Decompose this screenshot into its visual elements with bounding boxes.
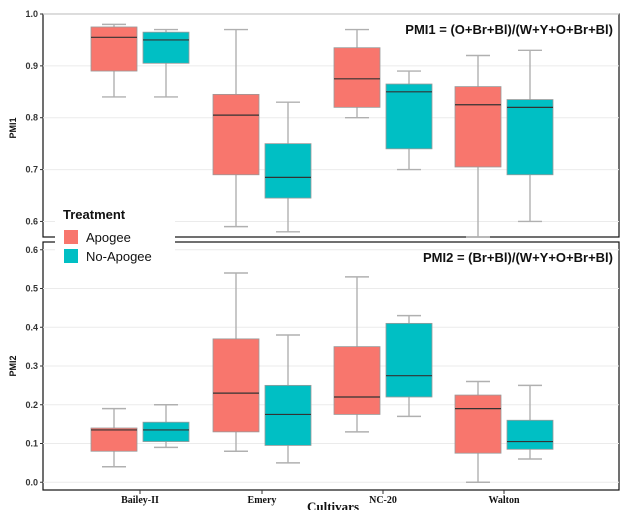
pmi1-ytick-label: 0.6 bbox=[25, 216, 38, 226]
pmi2-ytick-label: 0.6 bbox=[25, 245, 38, 255]
xtick-label-walton: Walton bbox=[488, 495, 520, 506]
box-iqr bbox=[90, 427, 138, 452]
pmi1-box-apogee-walton bbox=[454, 54, 502, 238]
box-iqr bbox=[264, 143, 312, 199]
legend-label-apogee: Apogee bbox=[86, 230, 131, 245]
box-iqr bbox=[212, 338, 260, 433]
pmi2-ytick-label: 0.0 bbox=[25, 477, 38, 487]
box-iqr bbox=[506, 99, 554, 176]
xtick-label-bailey-ii: Bailey-II bbox=[121, 495, 159, 506]
pmi1-ytick-label: 1.0 bbox=[25, 9, 38, 19]
pmi2-box-no-apogee-walton bbox=[506, 384, 554, 460]
panel-pmi1-title: PMI1 = (O+Br+Bl)/(W+Y+O+Br+Bl) bbox=[405, 22, 613, 37]
pmi1-box-apogee-emery bbox=[212, 28, 260, 228]
box-iqr bbox=[385, 83, 433, 150]
box-iqr bbox=[333, 47, 381, 108]
pmi2-box-no-apogee-nc-20 bbox=[385, 314, 433, 418]
pmi2-ytick-label: 0.5 bbox=[25, 284, 38, 294]
box-iqr bbox=[454, 394, 502, 454]
box-iqr bbox=[264, 384, 312, 446]
pmi2-box-apogee-bailey-ii bbox=[90, 407, 138, 468]
box-iqr bbox=[142, 31, 190, 64]
pmi1-ytick-label: 0.9 bbox=[25, 61, 38, 71]
panel-pmi1: 0.6 0.7 0.8 0.9 1.0 PMI1 = (O+Br+Bl)/(W+Y+O+… bbox=[8, 9, 620, 238]
legend-swatch-no-apogee bbox=[64, 249, 78, 263]
x-axis: Bailey-II Emery NC-20 Walton bbox=[121, 490, 520, 506]
legend: Treatment Apogee No-Apogee bbox=[55, 200, 175, 270]
pmi2-ytick-label: 0.4 bbox=[25, 322, 38, 332]
pmi2-box-apogee-nc-20 bbox=[333, 276, 381, 433]
box-iqr bbox=[212, 93, 260, 176]
box-iqr bbox=[454, 86, 502, 168]
xtick-label-nc-20: NC-20 bbox=[369, 495, 397, 506]
legend-title: Treatment bbox=[63, 207, 126, 222]
pmi2-ytick-label: 0.3 bbox=[25, 361, 38, 371]
pmi1-ytick-label: 0.7 bbox=[25, 165, 38, 175]
box-iqr bbox=[142, 421, 190, 442]
pmi2-ytick-label: 0.2 bbox=[25, 400, 38, 410]
panel-pmi2-ylabel: PMI2 bbox=[8, 355, 18, 376]
pmi2-box-apogee-walton bbox=[454, 380, 502, 483]
pmi1-box-no-apogee-nc-20 bbox=[385, 70, 433, 171]
box-iqr bbox=[385, 322, 433, 398]
pmi1-box-apogee-bailey-ii bbox=[90, 23, 138, 98]
panel-pmi1-ylabel: PMI1 bbox=[8, 117, 18, 138]
pmi2-box-no-apogee-emery bbox=[264, 334, 312, 464]
panel-pmi2-title: PMI2 = (Br+Bl)/(W+Y+O+Br+Bl) bbox=[423, 250, 613, 265]
xtick-label-emery: Emery bbox=[248, 495, 277, 506]
pmi1-box-no-apogee-walton bbox=[506, 49, 554, 223]
legend-swatch-apogee bbox=[64, 230, 78, 244]
pmi1-box-apogee-nc-20 bbox=[333, 28, 381, 119]
box-iqr bbox=[506, 419, 554, 450]
pmi2-ytick-label: 0.1 bbox=[25, 439, 38, 449]
pmi2-box-no-apogee-bailey-ii bbox=[142, 404, 190, 449]
legend-label-no-apogee: No-Apogee bbox=[86, 249, 152, 264]
panel-pmi2: 0.0 0.1 0.2 0.3 0.4 0.5 0.6 PMI2 = (Br+Bl)/(W+… bbox=[8, 241, 620, 491]
box-iqr bbox=[90, 26, 138, 72]
pmi1-ytick-label: 0.8 bbox=[25, 113, 38, 123]
pmi2-box-apogee-emery bbox=[212, 272, 260, 452]
pmi1-box-no-apogee-emery bbox=[264, 101, 312, 233]
box-iqr bbox=[333, 346, 381, 415]
pmi1-box-no-apogee-bailey-ii bbox=[142, 28, 190, 98]
x-axis-label: Cultivars bbox=[307, 499, 359, 510]
